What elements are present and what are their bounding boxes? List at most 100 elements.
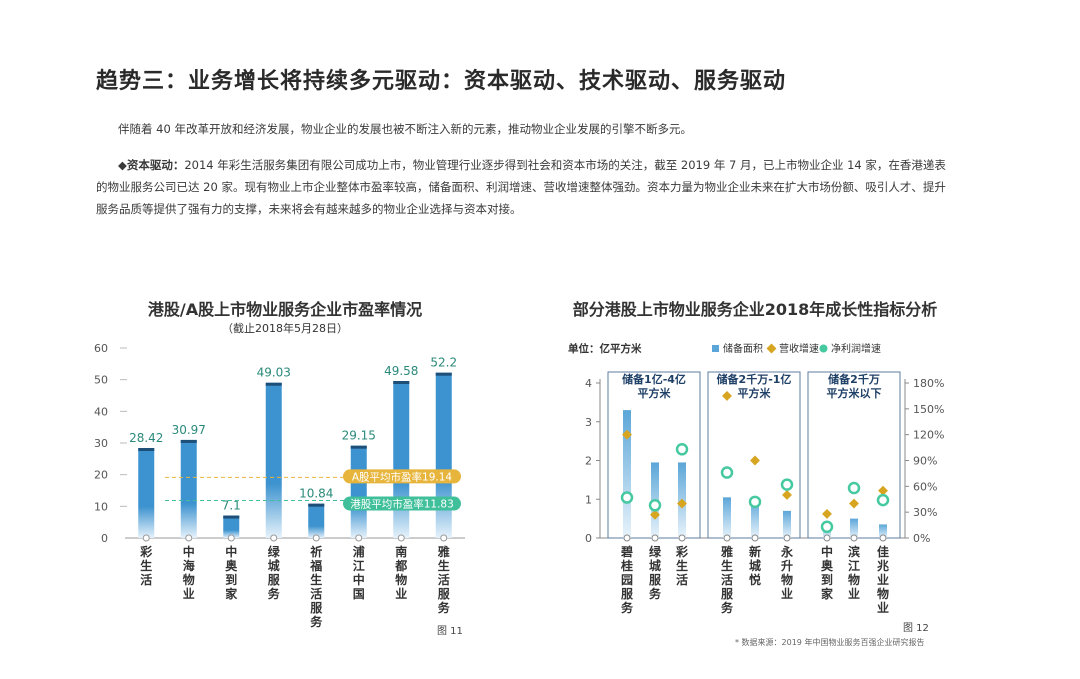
storage-area-bar xyxy=(751,499,759,538)
intro-paragraph: 伴随着 40 年改革开放和经济发展，物业企业的发展也被不断注入新的元素，推动物业… xyxy=(118,122,692,136)
profit-growth-point xyxy=(720,466,734,479)
x-tick-marker xyxy=(783,534,791,542)
profit-growth-point xyxy=(648,499,662,512)
data-label: 52.2 xyxy=(430,356,457,370)
capital-driver-paragraph: ◆资本驱动：2014 年彩生活服务集团有限公司成功上市，物业管理行业逐步得到社会… xyxy=(96,154,956,220)
left-figure-label: 图 11 xyxy=(437,626,463,637)
bar-cap xyxy=(393,380,410,384)
x-tick-label: 彩生活 xyxy=(139,544,152,587)
x-tick-label: 永升物业 xyxy=(780,544,793,601)
x-tick-label: 绿城服务 xyxy=(649,544,662,601)
data-label: 30.97 xyxy=(172,423,206,437)
left-chart-title: 港股/A股上市物业服务企业市盈率情况 xyxy=(147,300,423,319)
bar-cap xyxy=(350,445,367,449)
left-chart-subtitle: （截止2018年5月28日） xyxy=(222,322,348,335)
legend-label: 净利润增速 xyxy=(831,342,881,355)
data-label: 49.03 xyxy=(257,366,291,380)
bar xyxy=(138,448,155,538)
right-y-tick-label: 120% xyxy=(913,429,944,442)
x-tick-marker xyxy=(227,534,235,542)
revenue-growth-point xyxy=(677,498,687,509)
x-tick-label: 新城悦 xyxy=(749,544,761,587)
reference-label: 港股平均市盈率11.83 xyxy=(350,498,454,511)
bar xyxy=(265,382,282,538)
legend-swatch xyxy=(819,344,828,353)
data-label: 10.84 xyxy=(299,487,333,501)
y-tick-label: 10 xyxy=(94,500,108,513)
group-label: 储备1亿-4亿平方米 xyxy=(622,372,686,400)
x-tick-label: 碧桂园服务 xyxy=(620,544,634,615)
x-tick-marker xyxy=(440,534,448,542)
y-tick-label: 20 xyxy=(94,469,108,482)
right-figure-label: 图 12 xyxy=(903,623,929,634)
bar-cap xyxy=(223,515,240,519)
x-tick-marker xyxy=(751,534,759,542)
revenue-growth-point xyxy=(849,498,859,509)
bar-cap xyxy=(265,382,282,386)
group-label: 储备2千万-1亿平方米 xyxy=(717,372,792,400)
bar-cap xyxy=(435,372,452,376)
x-tick-marker xyxy=(270,534,278,542)
right-y-tick-label: 30% xyxy=(913,506,937,519)
profit-growth-point xyxy=(847,481,861,495)
revenue-growth-point xyxy=(750,455,760,466)
x-tick-label: 绿城服务 xyxy=(268,544,281,601)
y-tick-label: 0 xyxy=(101,532,108,545)
x-tick-marker xyxy=(850,534,858,542)
reference-badge xyxy=(343,469,461,484)
x-tick-marker xyxy=(397,534,405,542)
x-tick-label: 中奥到家 xyxy=(821,544,834,601)
revenue-growth-point xyxy=(782,489,792,500)
group-label: 储备2千万平方米以下 xyxy=(827,372,882,400)
left-y-tick-label: 1 xyxy=(585,493,592,506)
legend-label: 营收增速 xyxy=(779,342,819,355)
x-tick-marker xyxy=(623,534,631,542)
left-y-tick-label: 4 xyxy=(585,377,592,390)
x-tick-label: 佳兆业物业 xyxy=(877,544,889,615)
storage-area-bar xyxy=(850,518,858,538)
profit-growth-point xyxy=(620,491,634,504)
y-tick-label: 40 xyxy=(94,405,108,418)
y-tick-label: 60 xyxy=(94,342,108,355)
data-label: 49.58 xyxy=(384,364,418,378)
revenue-growth-point xyxy=(650,509,660,520)
x-tick-marker xyxy=(823,534,831,542)
y-tick-label: 30 xyxy=(94,437,108,450)
storage-area-bar xyxy=(879,524,887,538)
x-tick-marker xyxy=(355,534,363,542)
bar xyxy=(308,503,325,538)
legend-label: 储备面积 xyxy=(723,342,763,355)
x-tick-marker xyxy=(879,534,887,542)
page-title: 趋势三：业务增长将持续多元驱动：资本驱动、技术驱动、服务驱动 xyxy=(96,69,787,94)
data-label: 7.1 xyxy=(222,499,241,513)
revenue-growth-point xyxy=(722,390,732,401)
x-tick-label: 浦江中国 xyxy=(353,544,365,601)
x-tick-label: 中海物业 xyxy=(183,544,195,601)
x-tick-label: 雅生活服务 xyxy=(720,544,734,615)
x-tick-label: 中奥到家 xyxy=(225,544,238,601)
data-label: 28.42 xyxy=(129,431,163,445)
data-source-note: * 数据来源：2019 年中国物业服务百强企业研究报告 xyxy=(735,638,925,647)
bar-cap xyxy=(138,448,155,452)
x-tick-label: 南都物业 xyxy=(394,544,407,601)
x-tick-marker xyxy=(312,534,320,542)
x-tick-label: 祈福生活服务 xyxy=(309,544,323,629)
right-chart-title: 部分港股上市物业服务企业2018年成长性指标分析 xyxy=(572,300,938,319)
profit-growth-point xyxy=(748,495,762,509)
legend-swatch xyxy=(712,345,719,352)
bar-cap xyxy=(180,439,197,443)
x-tick-marker xyxy=(723,534,731,542)
left-y-tick-label: 2 xyxy=(585,455,592,468)
capital-driver-body: 2014 年彩生活服务集团有限公司成功上市，物业管理行业逐步得到社会和资本市场的… xyxy=(96,158,946,216)
right-y-tick-label: 180% xyxy=(913,377,944,390)
reference-label: A股平均市盈率19.14 xyxy=(352,470,453,483)
reference-badge xyxy=(343,496,461,511)
right-y-tick-label: 90% xyxy=(913,455,937,468)
legend-swatch xyxy=(766,343,777,354)
profit-growth-point xyxy=(780,478,794,491)
right-y-tick-label: 150% xyxy=(913,403,944,416)
storage-area-bar xyxy=(723,497,731,538)
bar xyxy=(180,439,197,538)
